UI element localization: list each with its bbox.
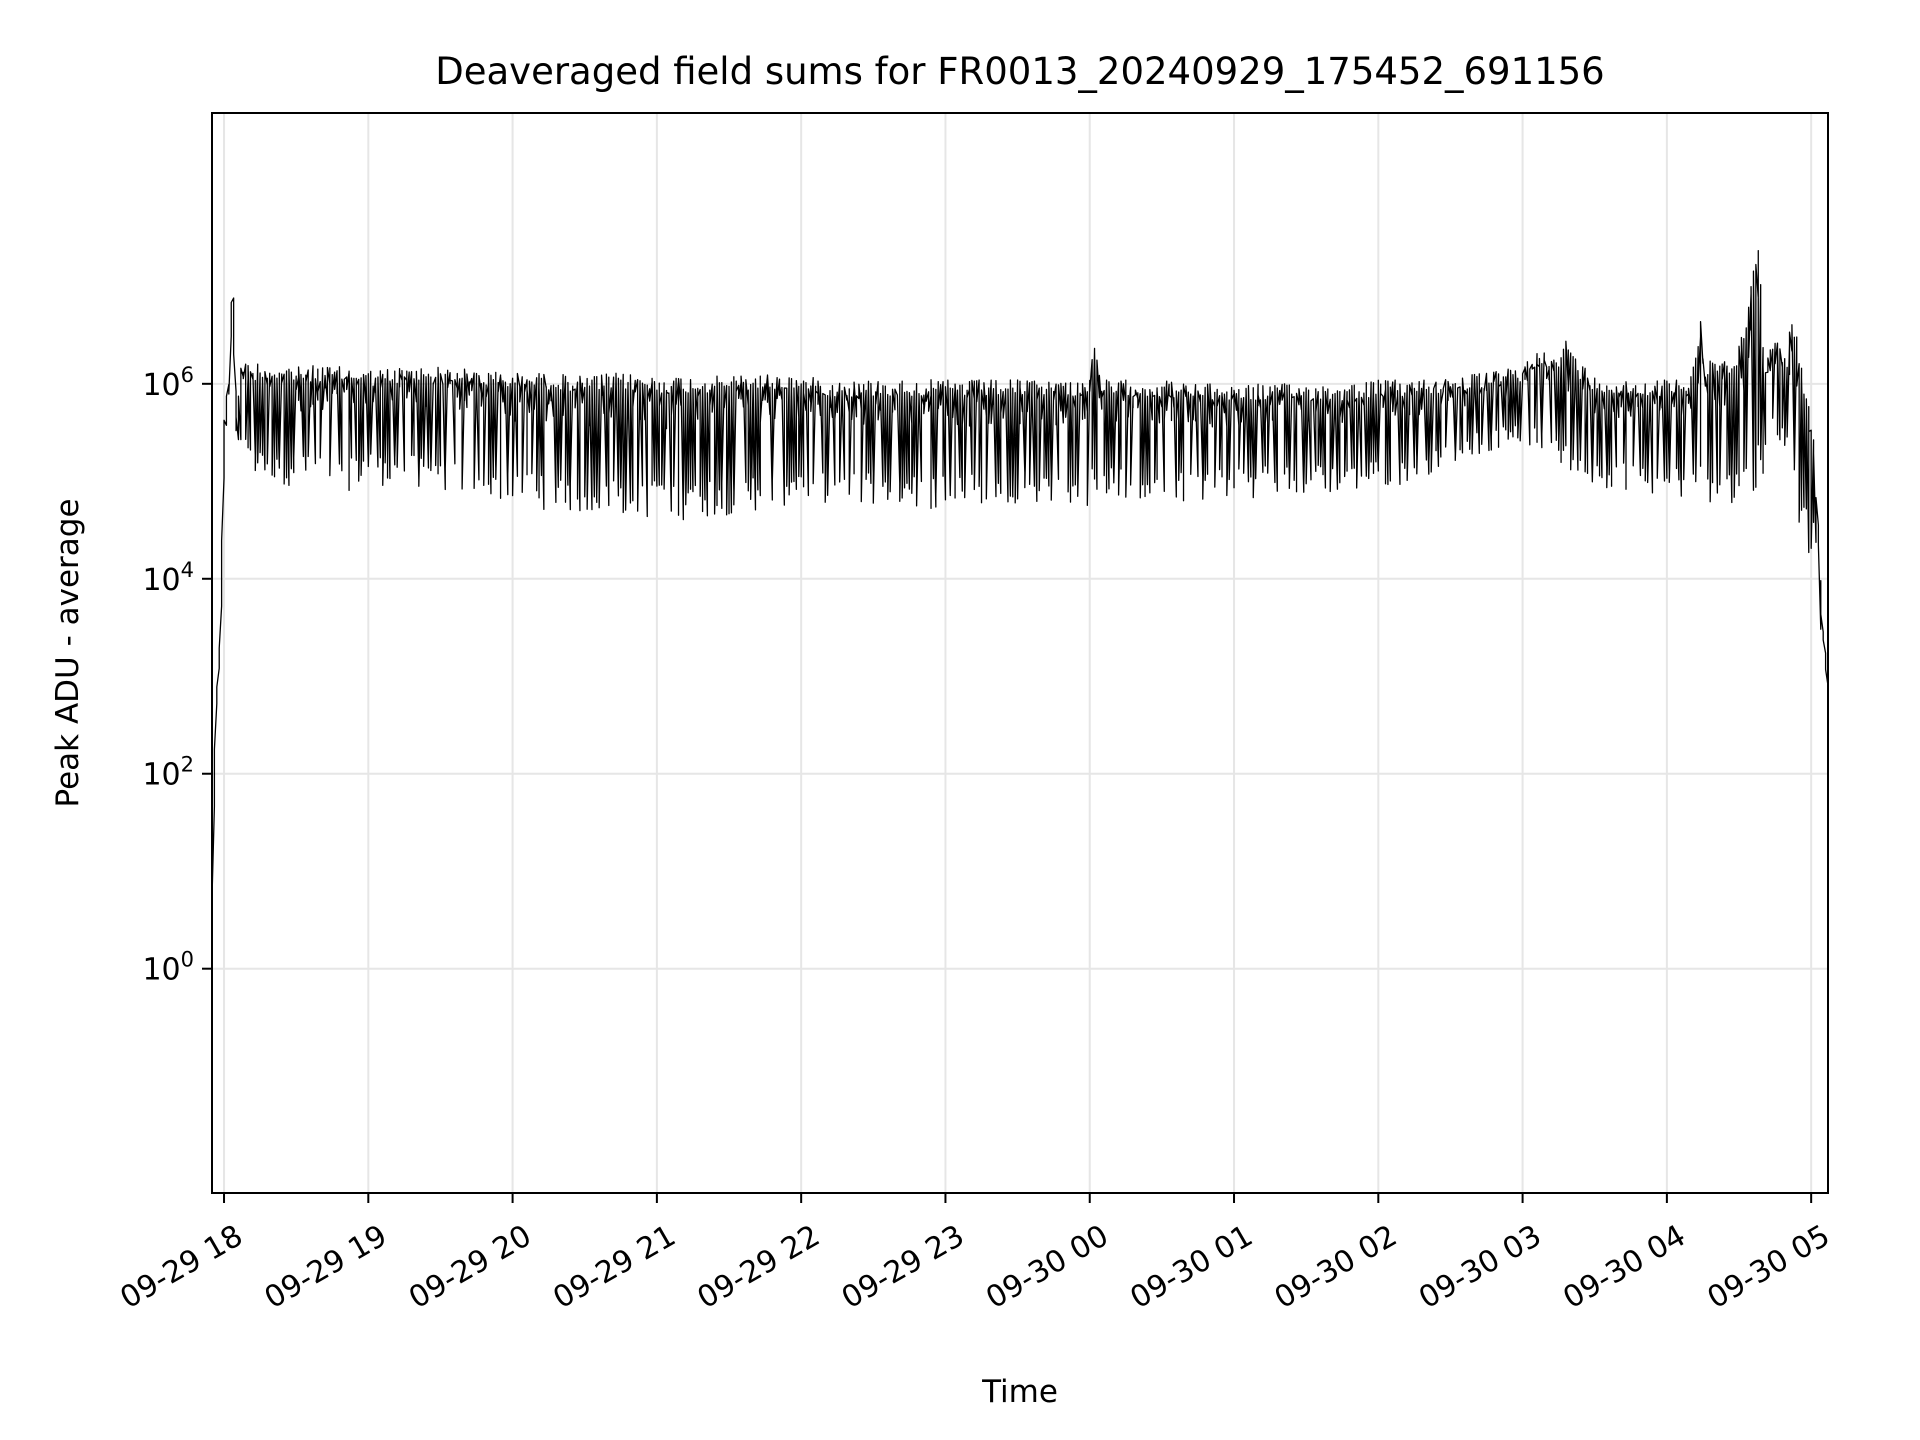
series-line bbox=[212, 249, 1828, 1193]
y-tick-label: 100 bbox=[142, 948, 194, 988]
y-tick-label: 104 bbox=[142, 558, 194, 598]
grid bbox=[212, 113, 1828, 1193]
y-tick-label: 106 bbox=[142, 363, 194, 403]
y-axis: 100 102 104 106 bbox=[142, 363, 212, 988]
chart-title: Deaveraged field sums for FR0013_2024092… bbox=[435, 50, 1604, 93]
series-layer bbox=[212, 249, 1828, 1193]
y-tick-label: 102 bbox=[142, 753, 194, 793]
y-axis-title: Peak ADU - average bbox=[50, 498, 86, 807]
plot-frame bbox=[211, 112, 1829, 1194]
x-axis-title: Time bbox=[981, 1374, 1058, 1410]
